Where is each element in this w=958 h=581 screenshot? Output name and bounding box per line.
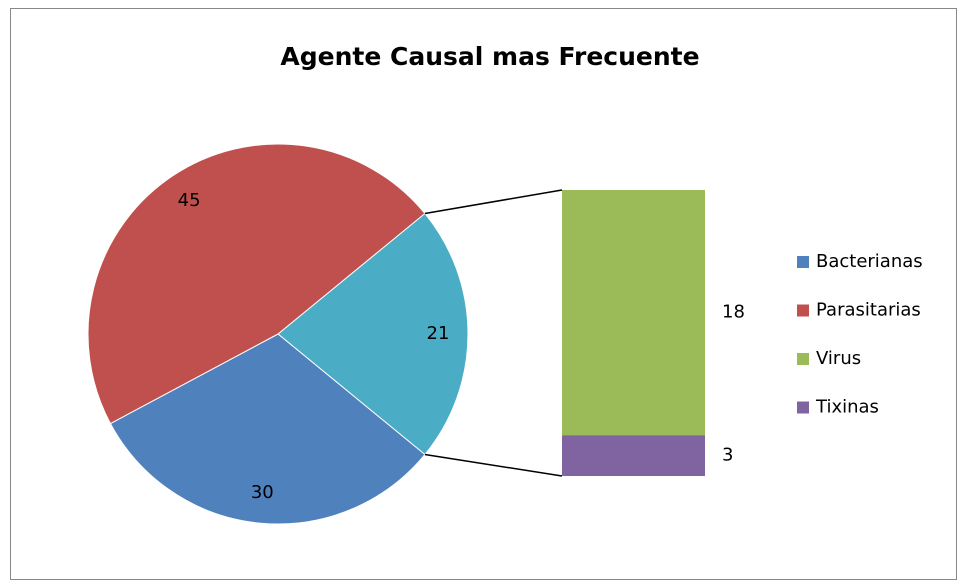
data-label: 45 — [178, 190, 201, 211]
legend-label: Virus — [816, 348, 861, 369]
connector-line — [424, 189, 563, 215]
bar-segment — [562, 435, 705, 476]
legend-swatch — [797, 401, 809, 414]
data-label: 3 — [722, 445, 733, 466]
connector-line — [424, 453, 563, 477]
legend-swatch — [797, 304, 809, 317]
pie-slice — [109, 333, 426, 525]
chart-title: Agente Causal mas Frecuente — [280, 42, 699, 71]
legend-swatch — [797, 353, 809, 365]
pie-slice — [87, 143, 426, 425]
legend-label: Bacterianas — [816, 251, 923, 272]
data-label: 18 — [722, 302, 745, 323]
legend-label: Parasitarias — [816, 300, 921, 321]
pie-slice — [277, 212, 469, 456]
legend-label: Tixinas — [815, 397, 879, 418]
bar-segment — [562, 190, 705, 436]
legend-swatch — [797, 256, 809, 268]
data-label: 30 — [251, 482, 274, 503]
data-label: 21 — [427, 323, 450, 344]
